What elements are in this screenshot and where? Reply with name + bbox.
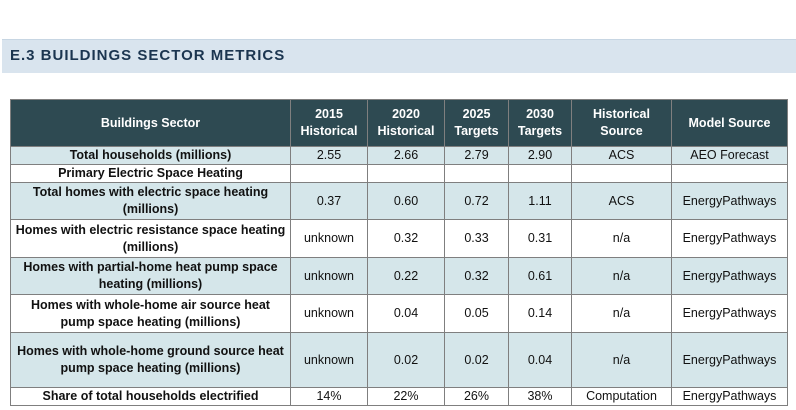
cell-2030: 0.04 — [508, 332, 572, 388]
cell-2025: 0.05 — [444, 294, 509, 333]
cell-2030: 38% — [508, 387, 572, 406]
row-label: Total homes with electric space heating … — [10, 182, 291, 220]
cell-2020: 0.22 — [367, 257, 445, 295]
cell-2030: 2.90 — [508, 146, 572, 165]
cell-2025: 0.72 — [444, 182, 509, 220]
cell-2025: 0.33 — [444, 219, 509, 258]
cell-2030: 0.14 — [508, 294, 572, 333]
section-header: E.3 BUILDINGS SECTOR METRICS — [2, 39, 796, 73]
table-row: Homes with electric resistance space hea… — [10, 219, 788, 258]
cell-2015: 0.37 — [290, 182, 368, 220]
cell-2025: 26% — [444, 387, 509, 406]
cell-2015: 2.55 — [290, 146, 368, 165]
header-model-source: Model Source — [671, 99, 788, 147]
row-label: Homes with whole-home ground source heat… — [10, 332, 291, 388]
table-row: Primary Electric Space Heating — [10, 164, 788, 183]
header-2025-targets: 2025 Targets — [444, 99, 509, 147]
cell-2020: 0.60 — [367, 182, 445, 220]
row-label: Homes with partial-home heat pump space … — [10, 257, 291, 295]
header-2020-historical: 2020 Historical — [367, 99, 445, 147]
cell-2025: 0.02 — [444, 332, 509, 388]
cell-2025: 0.32 — [444, 257, 509, 295]
cell-2015: unknown — [290, 219, 368, 258]
row-label: Primary Electric Space Heating — [10, 164, 291, 183]
cell-2030: 0.31 — [508, 219, 572, 258]
cell-2030: 1.11 — [508, 182, 572, 220]
cell-2015: unknown — [290, 294, 368, 333]
cell-2025: 2.79 — [444, 146, 509, 165]
header-2030-targets: 2030 Targets — [508, 99, 572, 147]
cell-model-source: EnergyPathways — [671, 219, 788, 258]
cell-2020: 2.66 — [367, 146, 445, 165]
cell-2025 — [444, 164, 509, 183]
row-label: Homes with electric resistance space hea… — [10, 219, 291, 258]
row-label: Share of total households electrified — [10, 387, 291, 406]
cell-2030: 0.61 — [508, 257, 572, 295]
cell-historical-source — [571, 164, 672, 183]
table-row: Total homes with electric space heating … — [10, 182, 788, 220]
header-buildings-sector: Buildings Sector — [10, 99, 291, 147]
buildings-metrics-table: Buildings Sector 2015 Historical 2020 Hist… — [10, 99, 788, 406]
row-label: Homes with whole-home air source heat pu… — [10, 294, 291, 333]
cell-model-source: EnergyPathways — [671, 294, 788, 333]
table-row: Homes with whole-home air source heat pu… — [10, 294, 788, 333]
row-label: Total households (millions) — [10, 146, 291, 165]
cell-2020: 0.02 — [367, 332, 445, 388]
cell-2020: 22% — [367, 387, 445, 406]
table-row: Homes with whole-home ground source heat… — [10, 332, 788, 388]
cell-model-source — [671, 164, 788, 183]
cell-2015 — [290, 164, 368, 183]
cell-model-source: EnergyPathways — [671, 182, 788, 220]
cell-model-source: EnergyPathways — [671, 257, 788, 295]
cell-2020 — [367, 164, 445, 183]
table-row: Share of total households electrified 14… — [10, 387, 788, 406]
cell-historical-source: ACS — [571, 182, 672, 220]
cell-2015: unknown — [290, 257, 368, 295]
table-row: Homes with partial-home heat pump space … — [10, 257, 788, 295]
table-row: Total households (millions) 2.55 2.66 2.… — [10, 146, 788, 165]
cell-2030 — [508, 164, 572, 183]
cell-2015: 14% — [290, 387, 368, 406]
cell-model-source: EnergyPathways — [671, 387, 788, 406]
cell-model-source: AEO Forecast — [671, 146, 788, 165]
cell-2020: 0.32 — [367, 219, 445, 258]
section-title: E.3 BUILDINGS SECTOR METRICS — [10, 47, 286, 64]
header-2015-historical: 2015 Historical — [290, 99, 368, 147]
cell-historical-source: n/a — [571, 257, 672, 295]
cell-historical-source: n/a — [571, 332, 672, 388]
cell-model-source: EnergyPathways — [671, 332, 788, 388]
cell-2015: unknown — [290, 332, 368, 388]
cell-historical-source: Computation — [571, 387, 672, 406]
cell-historical-source: n/a — [571, 219, 672, 258]
cell-historical-source: n/a — [571, 294, 672, 333]
cell-historical-source: ACS — [571, 146, 672, 165]
cell-2020: 0.04 — [367, 294, 445, 333]
table-header-row: Buildings Sector 2015 Historical 2020 Hist… — [10, 99, 788, 147]
header-historical-source: Historical Source — [571, 99, 672, 147]
